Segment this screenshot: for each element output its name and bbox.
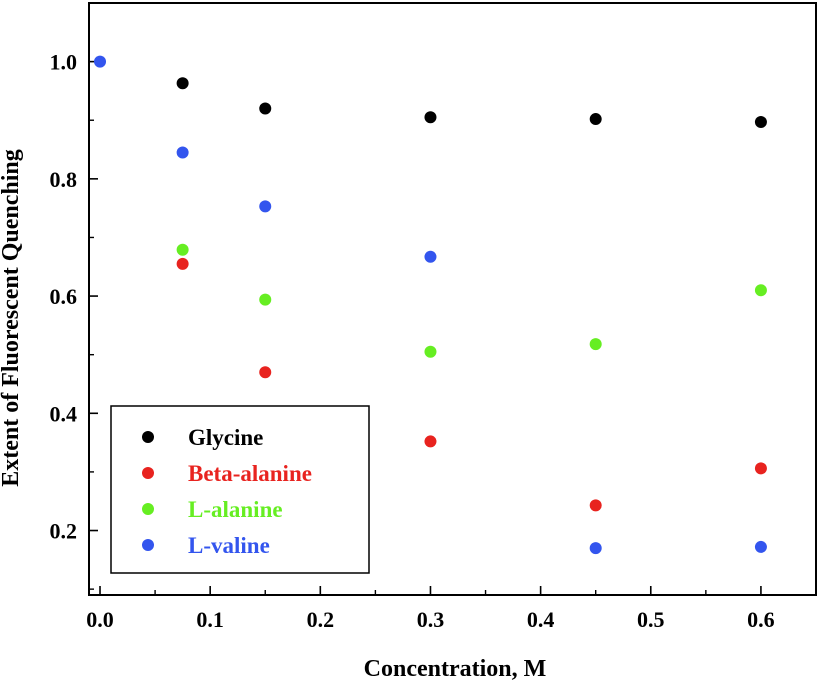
point-glycine [589,113,602,126]
point-beta-alanine [424,435,437,448]
point-glycine [424,111,437,124]
x-tick-label: 0.4 [527,607,555,632]
legend-label-glycine: Glycine [188,425,263,450]
y-tick-label: 0.4 [50,401,78,426]
legend-label-l-alanine: L-alanine [188,497,283,522]
point-beta-alanine [589,499,602,512]
x-tick-label: 0.0 [86,607,114,632]
point-l-alanine [176,243,189,256]
axis-ticks [89,60,762,595]
x-tick-label: 0.3 [417,607,445,632]
point-beta-alanine [754,462,767,475]
y-tick-label: 0.6 [50,284,78,309]
point-l-valine [589,542,602,555]
axis-tick-labels: 0.0 0.1 0.2 0.3 0.4 0.5 0.6 0.2 0.4 0.6 0.8 1.0 [50,50,775,632]
y-axis-title: Extent of Fluorescent Quenching [0,149,24,487]
point-beta-alanine [259,366,272,379]
legend-box [110,405,370,574]
legend-label-l-valine: L-valine [188,533,270,558]
y-tick-label: 0.8 [50,167,78,192]
legend-marker-l-alanine [142,503,154,515]
plot-frame [88,2,817,596]
legend-marker-l-valine [142,539,154,551]
point-l-valine [259,200,272,213]
point-glycine [259,102,272,115]
x-tick-label: 0.1 [196,607,224,632]
point-l-valine [94,55,107,68]
point-l-alanine [259,293,272,306]
legend: Glycine Beta-alanine L-alanine L-valine [110,405,370,574]
legend-label-beta-alanine: Beta-alanine [188,461,312,486]
data-points [94,55,767,555]
point-l-alanine [424,345,437,358]
legend-marker-glycine [142,431,154,443]
point-glycine [754,115,767,128]
point-l-valine [176,146,189,159]
point-l-valine [754,540,767,553]
x-tick-label: 0.2 [307,607,335,632]
x-axis-title: Concentration, M [364,656,547,682]
x-tick-label: 0.6 [747,607,775,632]
point-glycine [176,77,189,90]
point-beta-alanine [176,257,189,270]
y-tick-label: 0.2 [50,519,78,544]
point-l-alanine [589,338,602,351]
point-l-valine [424,250,437,263]
x-tick-label: 0.5 [637,607,665,632]
point-l-alanine [754,284,767,297]
y-tick-label: 1.0 [50,50,78,75]
legend-marker-beta-alanine [142,467,154,479]
